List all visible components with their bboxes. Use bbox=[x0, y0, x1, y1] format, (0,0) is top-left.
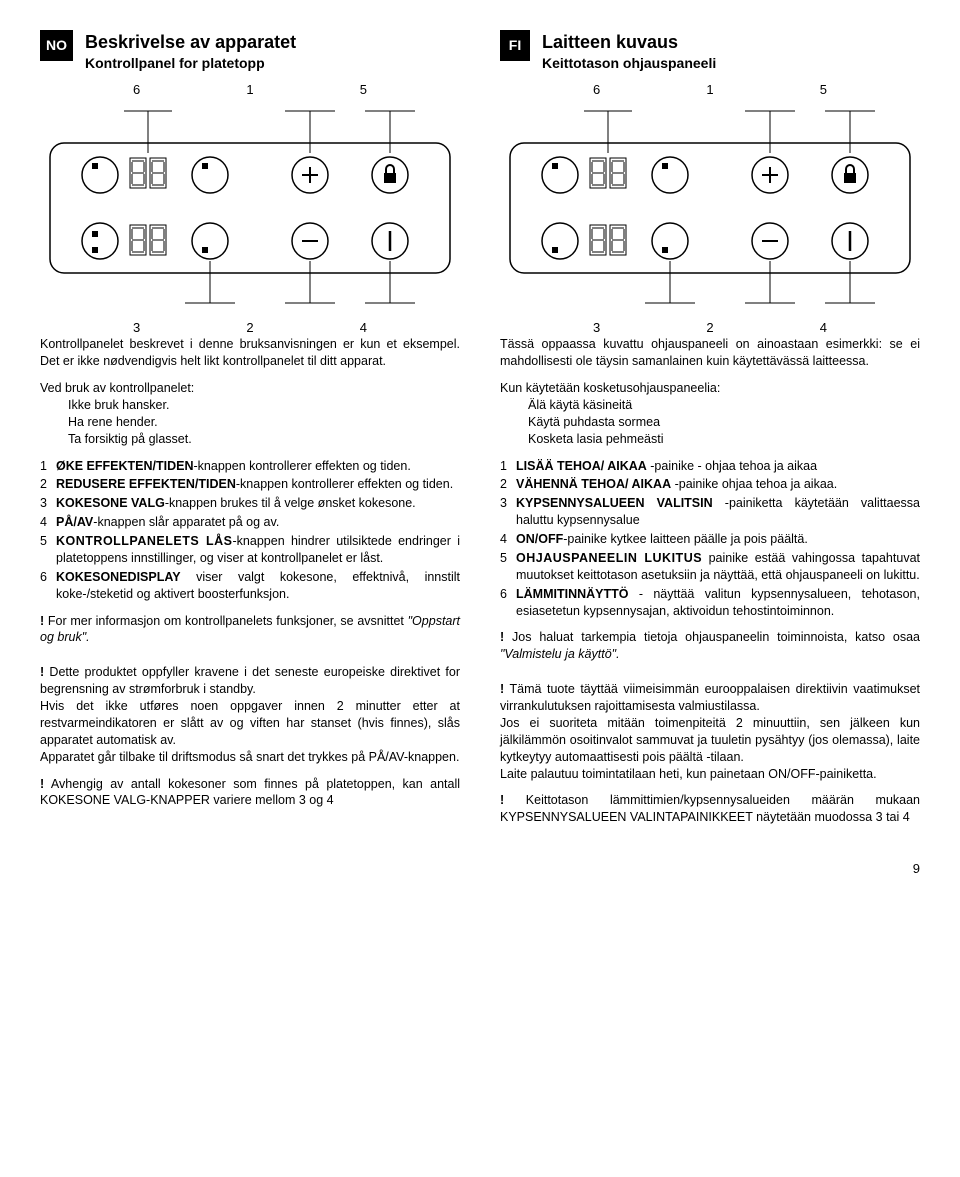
lang-badge-fi: FI bbox=[500, 30, 530, 61]
list-item: 5KONTROLLPANELETS LÅS-knappen hindrer ut… bbox=[40, 533, 460, 567]
num: 4 bbox=[307, 319, 420, 337]
intro-no: Kontrollpanelet beskrevet i denne bruksa… bbox=[40, 336, 460, 370]
usage-head: Kun käytetään kosketusohjauspaneelia: bbox=[500, 380, 920, 397]
list-item: 1ØKE EFFEKTEN/TIDEN-knappen kontrollerer… bbox=[40, 458, 460, 475]
top-numbers-fi: 6 1 5 bbox=[500, 81, 920, 99]
num: 6 bbox=[80, 81, 193, 99]
control-panel-diagram-fi bbox=[500, 103, 920, 313]
bottom-section-no: ! Dette produktet oppfyller kravene i de… bbox=[40, 664, 460, 809]
bottom-numbers-no: 3 2 4 bbox=[40, 319, 460, 337]
num: 5 bbox=[767, 81, 880, 99]
standby-fi: ! Tämä tuote täyttää viimeisimmän euroop… bbox=[500, 681, 920, 782]
usage-line: Käytä puhdasta sormea bbox=[500, 414, 920, 431]
header-row-fi: FI Laitteen kuvaus Keittotason ohjauspan… bbox=[500, 30, 920, 73]
usage-line: Älä käytä käsineitä bbox=[500, 397, 920, 414]
num: 2 bbox=[653, 319, 766, 337]
page-number: 9 bbox=[40, 860, 920, 878]
legend-list-no: 1ØKE EFFEKTEN/TIDEN-knappen kontrollerer… bbox=[40, 458, 460, 603]
title-block-no: Beskrivelse av apparatet Kontrollpanel f… bbox=[85, 30, 460, 73]
list-item: 6LÄMMITINNÄYTTÖ - näyttää valitun kypsen… bbox=[500, 586, 920, 620]
variant-fi: ! Keittotason lämmittimien/kypsennysalue… bbox=[500, 792, 920, 826]
info-fi: ! Jos haluat tarkempia tietoja ohjauspan… bbox=[500, 629, 920, 663]
subtitle-no: Kontrollpanel for platetopp bbox=[85, 54, 460, 73]
num: 1 bbox=[193, 81, 306, 99]
column-no: NO Beskrivelse av apparatet Kontrollpane… bbox=[40, 30, 460, 836]
list-item: 4ON/OFF-painike kytkee laitteen päälle j… bbox=[500, 531, 920, 548]
num: 5 bbox=[307, 81, 420, 99]
list-item: 2VÄHENNÄ TEHOA/ AIKAA -painike ohjaa teh… bbox=[500, 476, 920, 493]
usage-line: Ikke bruk hansker. bbox=[40, 397, 460, 414]
usage-line: Kosketa lasia pehmeästi bbox=[500, 431, 920, 448]
usage-head: Ved bruk av kontrollpanelet: bbox=[40, 380, 460, 397]
list-item: 3KOKESONE VALG-knappen brukes til å velg… bbox=[40, 495, 460, 512]
intro-fi: Tässä oppaassa kuvattu ohjauspaneeli on … bbox=[500, 336, 920, 370]
main-columns: NO Beskrivelse av apparatet Kontrollpane… bbox=[40, 30, 920, 836]
lang-badge-no: NO bbox=[40, 30, 73, 61]
title-block-fi: Laitteen kuvaus Keittotason ohjauspaneel… bbox=[542, 30, 920, 73]
bottom-numbers-fi: 3 2 4 bbox=[500, 319, 920, 337]
column-fi: FI Laitteen kuvaus Keittotason ohjauspan… bbox=[500, 30, 920, 836]
usage-no: Ved bruk av kontrollpanelet: Ikke bruk h… bbox=[40, 380, 460, 448]
list-item: 4PÅ/AV-knappen slår apparatet på og av. bbox=[40, 514, 460, 531]
list-item: 2REDUSERE EFFEKTEN/TIDEN-knappen kontrol… bbox=[40, 476, 460, 493]
usage-line: Ha rene hender. bbox=[40, 414, 460, 431]
control-panel-diagram-no bbox=[40, 103, 460, 313]
header-row-no: NO Beskrivelse av apparatet Kontrollpane… bbox=[40, 30, 460, 73]
num: 2 bbox=[193, 319, 306, 337]
title-fi: Laitteen kuvaus bbox=[542, 30, 920, 54]
list-item: 3KYPSENNYSALUEEN VALITSIN -painiketta kä… bbox=[500, 495, 920, 529]
variant-no: ! Avhengig av antall kokesoner som finne… bbox=[40, 776, 460, 810]
standby-no: ! Dette produktet oppfyller kravene i de… bbox=[40, 664, 460, 765]
legend-list-fi: 1LISÄÄ TEHOA/ AIKAA -painike - ohjaa teh… bbox=[500, 458, 920, 620]
list-item: 5OHJAUSPANEELIN LUKITUS painike estää va… bbox=[500, 550, 920, 584]
top-numbers-no: 6 1 5 bbox=[40, 81, 460, 99]
num: 3 bbox=[540, 319, 653, 337]
bottom-section-fi: ! Tämä tuote täyttää viimeisimmän euroop… bbox=[500, 681, 920, 826]
list-item: 1LISÄÄ TEHOA/ AIKAA -painike - ohjaa teh… bbox=[500, 458, 920, 475]
num: 4 bbox=[767, 319, 880, 337]
num: 3 bbox=[80, 319, 193, 337]
num: 1 bbox=[653, 81, 766, 99]
usage-fi: Kun käytetään kosketusohjauspaneelia: Äl… bbox=[500, 380, 920, 448]
num: 6 bbox=[540, 81, 653, 99]
usage-line: Ta forsiktig på glasset. bbox=[40, 431, 460, 448]
title-no: Beskrivelse av apparatet bbox=[85, 30, 460, 54]
info-no: ! For mer informasjon om kontrollpanelet… bbox=[40, 613, 460, 647]
subtitle-fi: Keittotason ohjauspaneeli bbox=[542, 54, 920, 73]
list-item: 6KOKESONEDISPLAY viser valgt kokesone, e… bbox=[40, 569, 460, 603]
